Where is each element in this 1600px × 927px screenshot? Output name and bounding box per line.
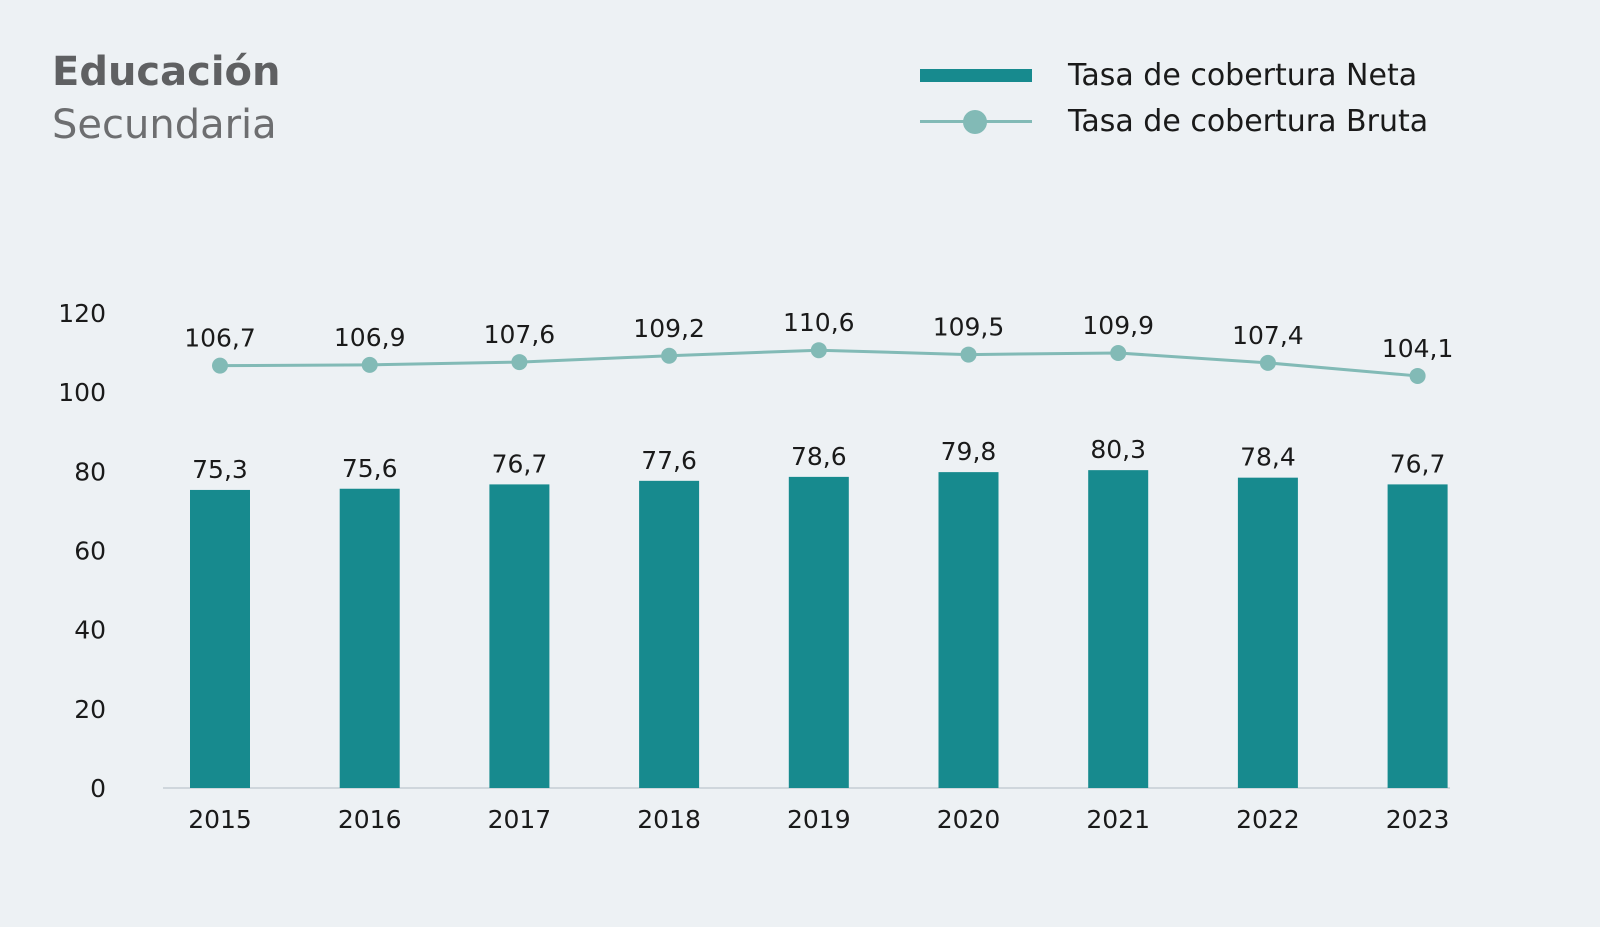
bruta-point	[1259, 354, 1276, 371]
legend: Tasa de cobertura Neta Tasa de cobertura…	[920, 52, 1428, 144]
x-tick-label: 2017	[488, 805, 552, 834]
y-tick-label: 20	[74, 695, 106, 724]
bar	[489, 484, 550, 788]
chart-subtitle: Secundaria	[52, 102, 277, 148]
legend-item-neta: Tasa de cobertura Neta	[920, 52, 1428, 98]
y-tick-label: 60	[74, 537, 106, 566]
line-value-label: 107,4	[1232, 321, 1304, 350]
bruta-point	[1110, 344, 1127, 361]
y-tick-label: 80	[74, 457, 106, 486]
legend-line-swatch	[920, 106, 1032, 136]
bar-value-label: 76,7	[492, 449, 548, 478]
bar-value-label: 75,3	[192, 455, 248, 484]
x-tick-label: 2021	[1086, 805, 1150, 834]
bar-value-label: 76,7	[1390, 449, 1446, 478]
line-value-label: 106,9	[334, 323, 406, 352]
bar-value-label: 78,4	[1240, 443, 1296, 472]
x-tick-label: 2023	[1386, 805, 1450, 834]
y-tick-label: 100	[58, 378, 106, 407]
x-tick-label: 2016	[338, 805, 402, 834]
bruta-point	[960, 346, 977, 363]
bar-value-label: 75,6	[342, 454, 398, 483]
bar-value-label: 77,6	[641, 446, 697, 475]
bar	[1237, 477, 1298, 788]
x-tick-label: 2019	[787, 805, 851, 834]
x-tick-label: 2018	[637, 805, 701, 834]
y-tick-label: 120	[58, 299, 106, 328]
line-value-label: 104,1	[1382, 334, 1454, 363]
line-value-label: 110,6	[783, 308, 855, 337]
legend-item-bruta: Tasa de cobertura Bruta	[920, 98, 1428, 144]
bruta-point	[511, 354, 528, 371]
bar	[639, 480, 700, 788]
x-tick-label: 2020	[937, 805, 1001, 834]
title-block: Educación Secundaria	[52, 44, 281, 150]
chart-title: Educación	[52, 49, 281, 95]
legend-label-bruta: Tasa de cobertura Bruta	[1068, 103, 1429, 139]
line-value-label: 107,6	[484, 320, 556, 349]
bar-value-label: 80,3	[1090, 435, 1146, 464]
legend-bar-swatch	[920, 60, 1032, 90]
bruta-point	[212, 357, 228, 374]
x-tick-label: 2022	[1236, 805, 1300, 834]
bar	[339, 488, 400, 788]
bar	[1088, 470, 1149, 788]
y-tick-label: 40	[74, 616, 106, 645]
bruta-point	[810, 342, 827, 359]
bar	[1387, 484, 1448, 788]
line-value-label: 109,9	[1082, 311, 1154, 340]
bruta-point	[661, 347, 678, 364]
bar-value-label: 79,8	[941, 437, 997, 466]
line-value-label: 106,7	[184, 324, 256, 353]
y-tick-label: 0	[90, 774, 106, 803]
bar-value-label: 78,6	[791, 442, 847, 471]
line-value-label: 109,2	[633, 314, 705, 343]
bruta-point	[361, 356, 378, 373]
bar	[788, 476, 849, 788]
x-tick-label: 2015	[188, 805, 252, 834]
legend-label-neta: Tasa de cobertura Neta	[1068, 57, 1418, 93]
line-value-label: 109,5	[933, 313, 1005, 342]
bar	[938, 472, 999, 788]
bruta-point	[1409, 367, 1426, 384]
bar	[190, 489, 250, 788]
